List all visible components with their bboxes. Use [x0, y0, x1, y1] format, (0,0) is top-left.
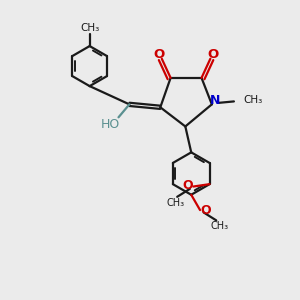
Text: N: N [210, 94, 220, 107]
Text: CH₃: CH₃ [167, 198, 185, 208]
Text: CH₃: CH₃ [243, 95, 262, 105]
Text: CH₃: CH₃ [80, 23, 99, 33]
Text: O: O [183, 178, 194, 191]
Text: O: O [154, 48, 165, 61]
Text: O: O [207, 48, 218, 61]
Text: HO: HO [100, 118, 120, 130]
Text: O: O [200, 204, 211, 217]
Text: CH₃: CH₃ [210, 221, 228, 231]
